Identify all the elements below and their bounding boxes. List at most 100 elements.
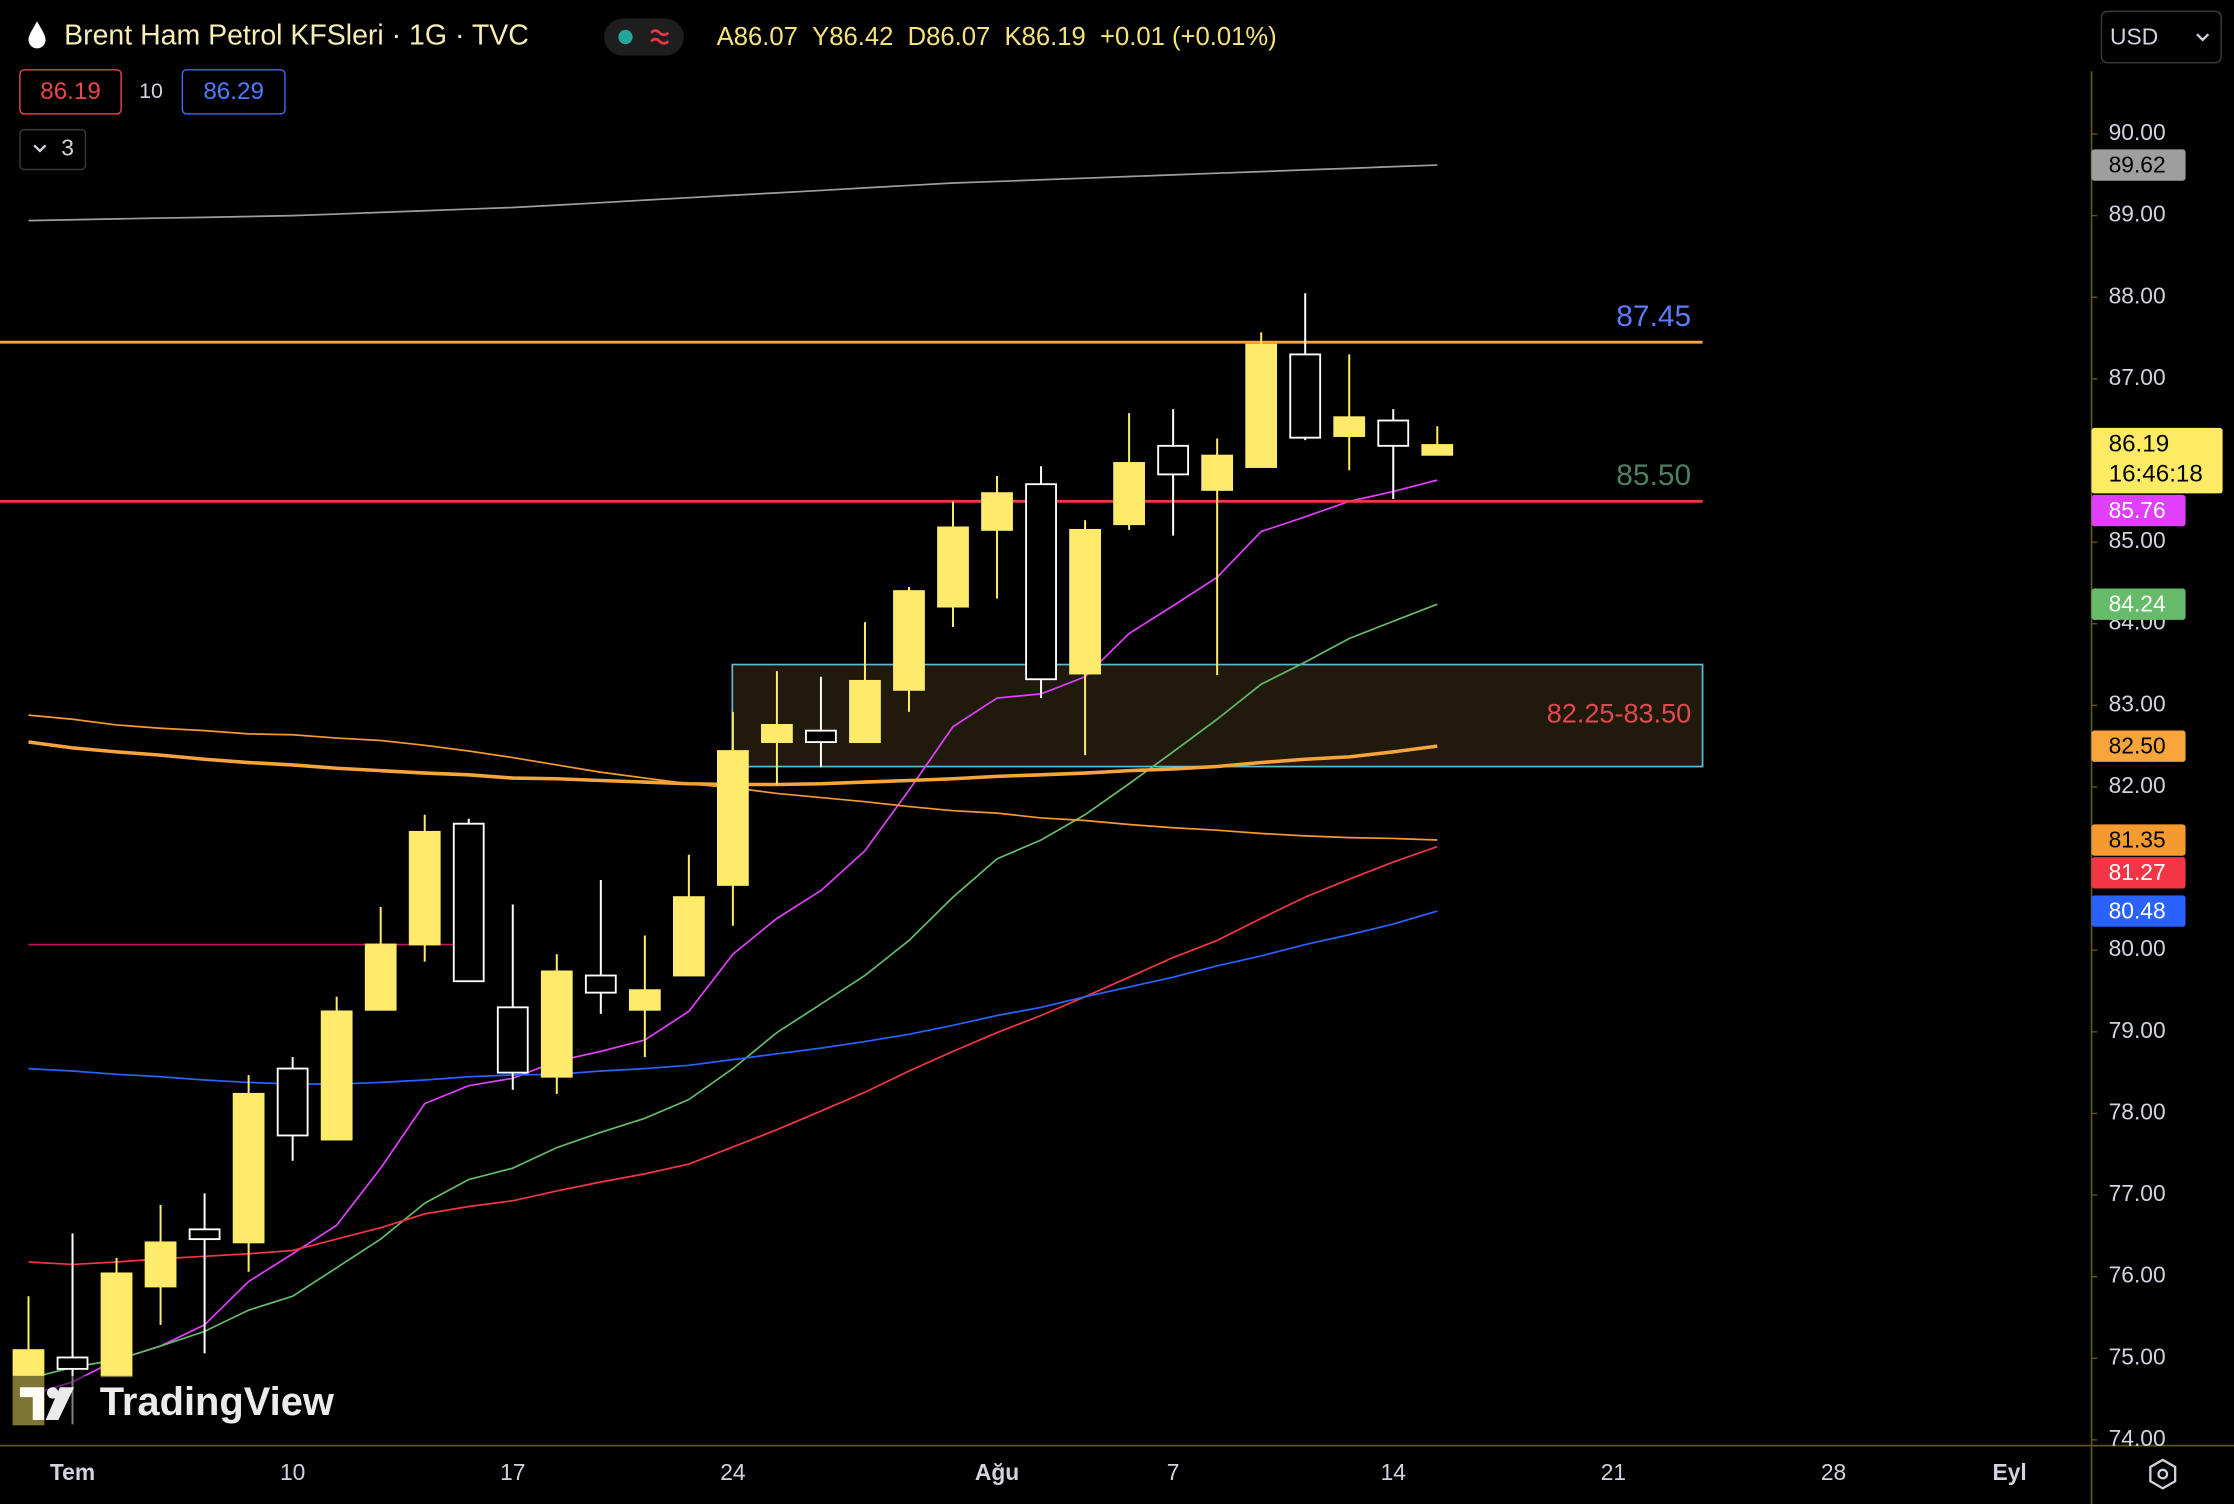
candle-body (761, 724, 793, 744)
candle-body (717, 750, 749, 886)
y-tick-label: 82.00 (2109, 772, 2166, 798)
candle-body (937, 526, 969, 608)
candle-body (364, 943, 397, 1011)
candle-body (981, 492, 1013, 531)
candle-body (1113, 462, 1145, 526)
watermark-logo (19, 1387, 45, 1420)
price-badge-label: 86.19 (2109, 430, 2170, 457)
watermark-logo (47, 1387, 59, 1399)
x-tick-label: Tem (50, 1459, 95, 1485)
currency-label[interactable]: USD (2110, 23, 2158, 49)
market-status (618, 29, 633, 45)
ohlc-value: K86.19 (1005, 23, 1086, 51)
x-tick-label: 7 (1167, 1459, 1180, 1485)
data-status (650, 29, 670, 45)
candle-body (56, 1356, 89, 1370)
level-label: 87.45 (1616, 300, 1691, 333)
candle-body (1201, 454, 1234, 491)
status-pill[interactable] (604, 18, 684, 56)
candle-body (672, 896, 705, 977)
candle-body (1157, 444, 1190, 476)
candle-body (496, 1006, 529, 1074)
y-tick-label: 76.00 (2109, 1262, 2166, 1288)
candle-body (893, 590, 925, 691)
indicator-line (28, 603, 1438, 1380)
x-tick-label: 17 (500, 1459, 525, 1485)
y-tick-label: 78.00 (2109, 1098, 2166, 1124)
indicator-line (28, 479, 1438, 1397)
indicator-badge (2091, 730, 2186, 762)
y-tick-label: 88.00 (2109, 282, 2166, 308)
x-tick-label: 14 (1381, 1459, 1406, 1485)
x-tick-label: 10 (280, 1459, 305, 1485)
indicator-badge-label: 81.27 (2109, 859, 2166, 885)
dropdown-chevron (2196, 33, 2210, 42)
candle-body (1333, 416, 1366, 437)
ohlc-value: Y86.42 (812, 23, 893, 51)
candle-body (100, 1272, 133, 1378)
settings-icon-center (2157, 1468, 2169, 1480)
candle-body (1245, 343, 1278, 468)
candle-body (1421, 444, 1454, 456)
plot-candles (12, 293, 1454, 1426)
candle-body (1069, 528, 1101, 675)
y-tick-label: 87.00 (2109, 364, 2166, 390)
symbol-title[interactable]: Brent Ham Petrol KFSleri · 1G · TVC (64, 20, 529, 52)
watermark: TradingView (11, 1375, 348, 1433)
x-tick-label: 24 (720, 1459, 745, 1485)
y-tick-label: 89.00 (2109, 201, 2166, 227)
toggle-chevron (33, 144, 47, 153)
candle-body (1289, 353, 1322, 439)
y-tick-label: 74.00 (2109, 1425, 2166, 1451)
y-tick-label: 77.00 (2109, 1180, 2166, 1206)
price-badges: 89.62 86.19 16:46:18 85.76 84.24 82.50 81.35 81… (2091, 149, 2223, 927)
candle-body (320, 1010, 353, 1141)
indicator-badge-label: 84.24 (2109, 591, 2166, 617)
zone-label: 82.25-83.50 (1547, 699, 1691, 729)
y-tick-label: 90.00 (2109, 119, 2166, 145)
indicator-line (28, 164, 1438, 222)
symbol-icon (28, 21, 46, 49)
candle-body (408, 830, 441, 946)
settings-icon[interactable] (2149, 1458, 2177, 1490)
sell-price[interactable]: 86.19 (40, 78, 101, 105)
ohlc-value: D86.07 (908, 23, 991, 51)
y-tick-label: 83.00 (2109, 690, 2166, 716)
buy-price[interactable]: 86.29 (203, 78, 264, 105)
candle-body (1377, 419, 1410, 447)
indicator-badge (2091, 895, 2186, 927)
candle-body (628, 989, 661, 1011)
indicator-line (28, 845, 1438, 1266)
price-badge (2091, 427, 2223, 494)
candle-body (276, 1067, 309, 1137)
candle-body (584, 974, 617, 994)
x-tick-label: Eyl (1992, 1459, 2026, 1485)
header: Brent Ham Petrol KFSleri · 1G · TVC A86.… (19, 10, 2222, 171)
countdown: 16:46:18 (2109, 460, 2203, 487)
y-tick-label: 80.00 (2109, 935, 2166, 961)
axis-settings[interactable] (2149, 1458, 2177, 1490)
candle-body (805, 729, 837, 744)
x-tick-label: Ağu (975, 1459, 1019, 1485)
level-label: 85.50 (1616, 459, 1691, 492)
indicator-badge-label: 82.50 (2109, 733, 2166, 759)
buy-box[interactable] (181, 69, 286, 115)
sell-box[interactable] (19, 69, 122, 115)
axes: 74.0075.0076.0077.0078.0079.0080.0081.00… (50, 119, 2166, 1485)
y-tick-label: 85.00 (2109, 527, 2166, 553)
watermark-text: TradingView (100, 1380, 335, 1424)
y-tick-label: 79.00 (2109, 1017, 2166, 1043)
indicator-line (28, 910, 1438, 1085)
currency-dropdown[interactable] (2100, 10, 2222, 64)
indicator-count[interactable]: 3 (61, 135, 74, 161)
candle-body (188, 1228, 221, 1241)
indicator-badge-label: 81.35 (2109, 826, 2166, 852)
candle-body (540, 970, 573, 1078)
candle-body (1025, 483, 1057, 681)
candle-body (144, 1241, 177, 1288)
indicators-toggle[interactable] (19, 128, 87, 171)
watermark-logo (45, 1387, 75, 1420)
indicator-badge (2091, 494, 2186, 527)
